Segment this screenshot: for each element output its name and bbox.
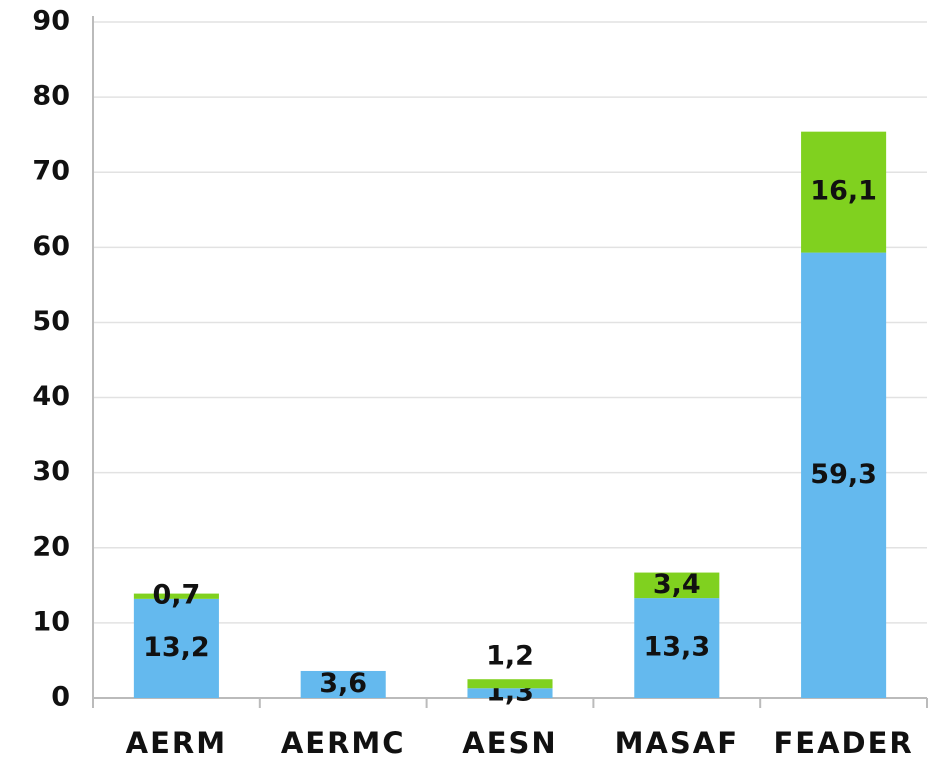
bar-segment: [801, 252, 887, 698]
y-tick-label: 50: [32, 306, 70, 337]
value-label: 3,4: [653, 569, 701, 600]
value-label: 1,2: [486, 641, 534, 672]
value-label: 16,1: [810, 176, 877, 207]
value-label: 0,7: [152, 580, 200, 611]
x-tick-label: FEADER: [773, 726, 913, 760]
x-tick-label: AERM: [126, 726, 227, 760]
y-tick-label: 0: [51, 682, 70, 713]
y-tick-label: 10: [32, 606, 70, 637]
bar-segment: [467, 679, 553, 689]
y-tick-label: 70: [32, 156, 70, 187]
y-tick-label: 20: [32, 531, 70, 562]
bar-segment: [300, 670, 386, 698]
value-label: 59,3: [810, 459, 877, 490]
y-tick-label: 40: [32, 381, 70, 412]
bar-segment: [634, 572, 720, 599]
bar-segment: [634, 598, 720, 698]
bar-segment: [801, 131, 887, 253]
x-tick-label: MASAF: [615, 726, 739, 760]
value-label: 3,6: [319, 668, 367, 699]
y-tick-label: 90: [32, 6, 70, 37]
bar-segment: [467, 688, 553, 698]
bar-segment: [133, 593, 219, 599]
value-label: 13,3: [643, 632, 710, 663]
y-tick-label: 80: [32, 81, 70, 112]
x-tick-label: AERMC: [281, 726, 406, 760]
x-tick-label: AESN: [462, 726, 557, 760]
y-tick-label: 60: [32, 231, 70, 262]
y-tick-label: 30: [32, 456, 70, 487]
value-label: 13,2: [143, 632, 210, 663]
bar-segment: [133, 598, 219, 698]
